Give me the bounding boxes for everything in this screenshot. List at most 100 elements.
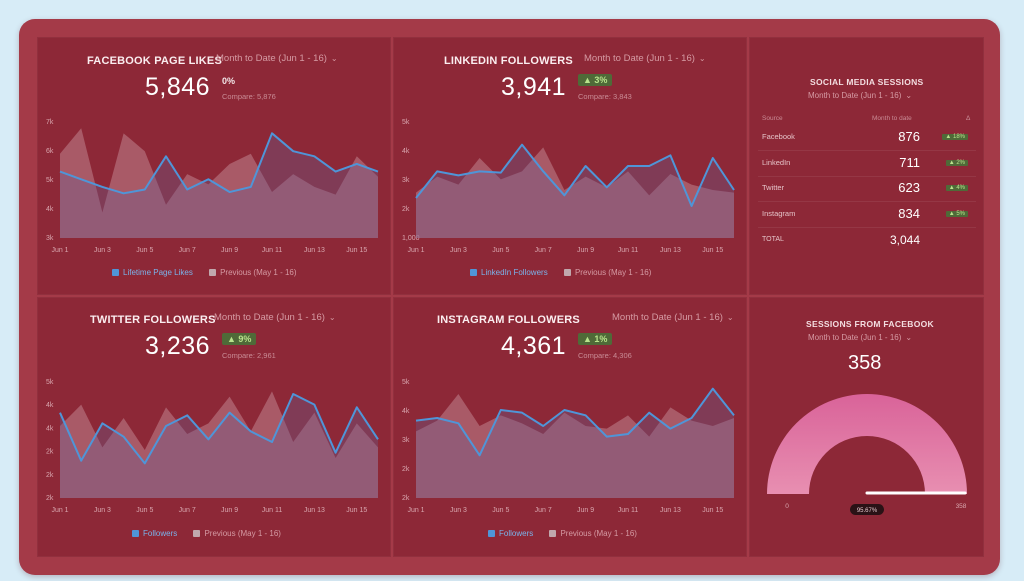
y-tick-label: 5k <box>402 119 410 126</box>
gauge-chart: 0 358 95.67% <box>767 394 967 515</box>
y-tick-label: 6k <box>46 148 54 155</box>
chevron-down-icon: ⌄ <box>328 313 336 322</box>
dashboard-frame: FACEBOOK PAGE LIKES Month to Date (Jun 1… <box>19 19 1000 575</box>
date-range-dropdown[interactable]: Month to Date (Jun 1 - 16) ⌄ <box>216 53 338 64</box>
x-tick-label: Jun 11 <box>618 507 639 514</box>
x-tick-label: Jun 7 <box>535 247 552 254</box>
panel-title: TWITTER FOLLOWERS <box>90 314 216 326</box>
current-period-line <box>415 143 735 207</box>
gauge-panel: SESSIONS FROM FACEBOOK Month to Date (Ju… <box>749 297 984 557</box>
x-tick-label: Jun 15 <box>346 247 367 254</box>
y-tick-label: 3k <box>402 437 410 444</box>
current-period-area <box>416 388 734 498</box>
gauge-percent-text: 95.67% <box>857 508 878 514</box>
chevron-down-icon: ⌄ <box>698 54 706 63</box>
x-tick-label: Jun 1 <box>51 507 68 514</box>
previous-period-area <box>416 147 734 238</box>
x-tick-label: Jun 11 <box>262 247 283 254</box>
y-tick-label: 7k <box>46 119 54 126</box>
x-tick-label: Jun 9 <box>221 247 238 254</box>
x-tick-label: Jun 11 <box>262 507 283 514</box>
row-change-badge: ▲ 4% <box>945 185 968 191</box>
row-source: Instagram <box>762 208 796 218</box>
chevron-down-icon: ⌄ <box>905 333 913 342</box>
date-range-dropdown[interactable]: Month to Date (Jun 1 - 16) ⌄ <box>612 312 734 323</box>
date-range-label: Month to Date (Jun 1 - 16) <box>612 312 723 323</box>
x-tick-label: Jun 3 <box>94 247 111 254</box>
x-tick-label: Jun 3 <box>94 507 111 514</box>
chevron-down-icon: ⌄ <box>905 91 913 100</box>
legend-current[interactable]: Followers <box>132 529 177 538</box>
previous-period-area <box>60 391 378 498</box>
current-period-area <box>416 144 734 238</box>
panel-title: FACEBOOK PAGE LIKES <box>87 55 222 67</box>
date-range-dropdown[interactable]: Month to Date (Jun 1 - 16) ⌄ <box>214 312 336 323</box>
column-header-period: Month to date <box>872 115 912 122</box>
total-label: TOTAL <box>762 236 784 243</box>
twitter-chart-svg: 5k 4k 4k 2k 2k 2k Jun 1 Jun 3 Jun 5 Jun 7 Jun 9 Jun… <box>46 379 379 514</box>
date-range-dropdown[interactable]: Month to Date (Jun 1 - 16) ⌄ <box>808 91 912 100</box>
current-period-line <box>59 393 379 465</box>
checkbox-checked-icon <box>470 269 477 276</box>
checkbox-checked-icon <box>209 269 217 276</box>
row-source: Facebook <box>762 132 795 141</box>
panel-title: SESSIONS FROM FACEBOOK <box>806 319 934 329</box>
date-range-dropdown[interactable]: Month to Date (Jun 1 - 16) ⌄ <box>808 333 912 342</box>
sessions-panel: SOCIAL MEDIA SESSIONS Month to Date (Jun… <box>749 37 984 295</box>
date-range-label: Month to Date (Jun 1 - 16) <box>808 91 902 100</box>
row-value: 623 <box>898 180 920 195</box>
current-period-line <box>415 387 735 457</box>
metric-value: 5,846 <box>145 73 211 101</box>
x-tick-label: Jun 5 <box>492 507 509 514</box>
facebook-chart-svg: 7k 6k 5k 4k 3k Jun 1 Jun 3 Jun 5 Jun 7 Jun 9 Jun 1… <box>46 119 379 254</box>
row-change-badge: ▲ 5% <box>945 210 968 217</box>
legend-current[interactable]: Lifetime Page Likes <box>112 268 193 277</box>
x-tick-label: Jun 3 <box>450 247 467 254</box>
y-tick-label: 2k <box>46 472 54 479</box>
checkbox-checked-icon <box>132 530 139 537</box>
y-tick-label: 4k <box>46 206 54 213</box>
legend-previous[interactable]: Previous (May 1 - 16) <box>549 529 637 538</box>
delta-badge: ▲ 9% <box>222 333 257 345</box>
y-tick-label: 4k <box>46 425 54 432</box>
x-tick-label: Jun 1 <box>407 507 424 514</box>
metric-value: 3,941 <box>501 73 567 101</box>
legend-current[interactable]: LinkedIn Followers <box>470 268 548 277</box>
chart-legend: Lifetime Page Likes Previous (May 1 - 16… <box>112 268 311 277</box>
y-tick-label: 5k <box>46 379 54 386</box>
legend-current[interactable]: Followers <box>488 529 533 538</box>
table-row: LinkedIn 711 ▲ 2% <box>758 152 976 177</box>
total-row: TOTAL 3,044 <box>758 230 976 254</box>
row-source: Twitter <box>762 183 785 192</box>
y-tick-label: 2k <box>402 206 410 213</box>
y-tick-label: 4k <box>46 402 54 409</box>
x-tick-label: Jun 13 <box>660 507 681 514</box>
table-row: Instagram 834 ▲ 5% <box>758 203 976 228</box>
x-tick-label: Jun 13 <box>304 507 325 514</box>
linkedin-panel: LINKEDIN FOLLOWERS Month to Date (Jun 1 … <box>393 37 747 295</box>
x-tick-label: Jun 11 <box>618 247 639 254</box>
row-change-badge: ▲ 18% <box>942 134 968 140</box>
compare-value: Compare: 2,961 <box>222 351 276 360</box>
y-tick-label: 5k <box>402 379 410 386</box>
legend-previous[interactable]: Previous (May 1 - 16) <box>209 268 297 277</box>
chevron-down-icon: ⌄ <box>726 313 734 322</box>
current-period-line <box>59 132 379 195</box>
y-tick-label: 3k <box>402 177 410 184</box>
panel-title: SOCIAL MEDIA SESSIONS <box>810 77 924 87</box>
table-row: Twitter 623 ▲ 4% <box>758 177 976 202</box>
legend-previous[interactable]: Previous (May 1 - 16) <box>563 268 651 277</box>
date-range-dropdown[interactable]: Month to Date (Jun 1 - 16) ⌄ <box>584 53 706 64</box>
gauge-percent-badge <box>850 504 884 515</box>
legend-previous[interactable]: Previous (May 1 - 16) <box>193 529 281 538</box>
delta-value: 0% <box>222 76 236 86</box>
x-tick-label: Jun 1 <box>407 247 424 254</box>
chart-legend: Followers Previous (May 1 - 16) <box>488 529 651 538</box>
x-tick-label: Jun 3 <box>450 507 467 514</box>
metric-value: 3,236 <box>145 332 211 360</box>
y-tick-label: 4k <box>402 148 410 155</box>
column-header-delta: Δ <box>966 115 971 122</box>
y-tick-label: 3k <box>46 235 54 242</box>
y-tick-label: 2k <box>402 495 410 502</box>
panel-title: LINKEDIN FOLLOWERS <box>444 55 573 67</box>
